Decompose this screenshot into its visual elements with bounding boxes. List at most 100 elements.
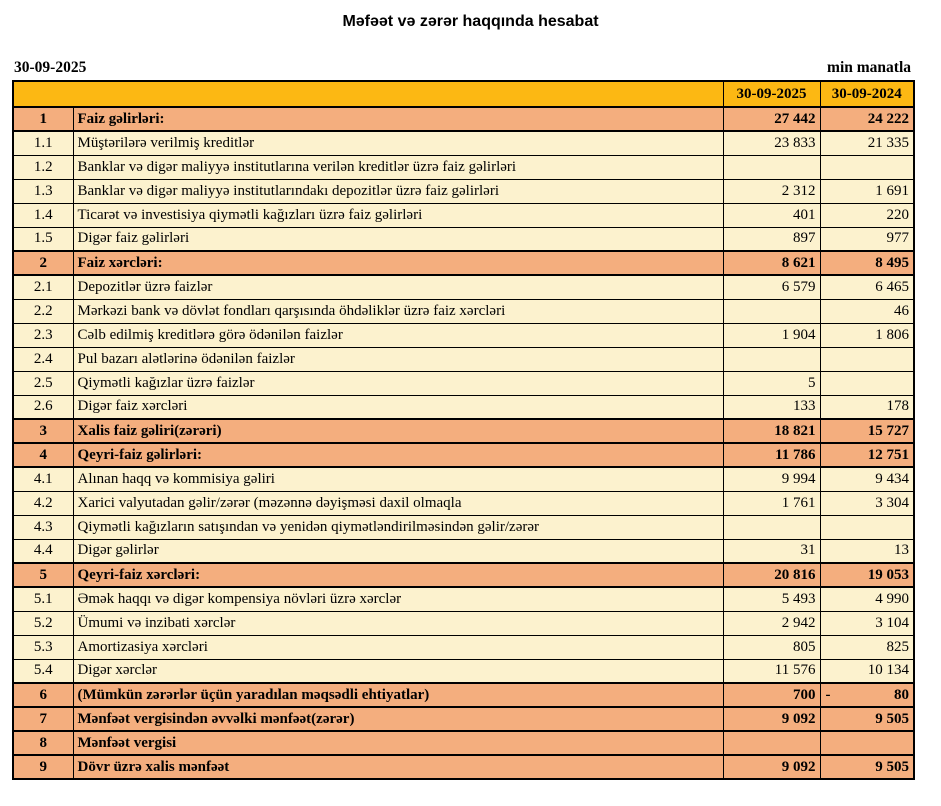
- value-2024-cell: 9 505: [819, 706, 915, 732]
- value-2025-cell: 1 761: [722, 490, 821, 516]
- row-label-cell: Xalis faiz gəliri(zərəri): [72, 418, 724, 444]
- row-number-cell: 2.6: [12, 394, 74, 420]
- value-2024-cell: 977: [819, 226, 915, 252]
- row-label-cell: Digər xərclər: [72, 658, 724, 684]
- table-row: 5.2 Ümumi və inzibati xərclər 2 942 3 104: [12, 610, 915, 636]
- row-number-cell: 4: [12, 442, 74, 468]
- value-2025-cell: 18 821: [722, 418, 821, 444]
- row-number-cell: 3: [12, 418, 74, 444]
- table-row: 4.1 Alınan haqq və kommisiya gəliri 9 994 9…: [12, 466, 915, 492]
- row-label-cell: Faiz gəlirləri:: [72, 106, 724, 132]
- table-row: 2.5 Qiymətli kağızlar üzrə faizlər 5: [12, 370, 915, 396]
- row-number-cell: 1.3: [12, 178, 74, 204]
- value-2024-cell: - 80: [819, 682, 915, 708]
- row-label-cell: Digər faiz xərcləri: [72, 394, 724, 420]
- table-row: 4.3 Qiymətli kağızların satışından və yen…: [12, 514, 915, 540]
- table-row: 5 Qeyri-faiz xərcləri: 20 816 19 053: [12, 562, 915, 588]
- row-number-cell: 5.2: [12, 610, 74, 636]
- row-label-cell: Dövr üzrə xalis mənfəət: [72, 754, 724, 780]
- table-header: 30-09-2025 30-09-2024: [12, 80, 915, 108]
- row-number-cell: 5.3: [12, 634, 74, 660]
- value-2025-cell: 31: [722, 538, 821, 564]
- value-2025-cell: 2 942: [722, 610, 821, 636]
- value-2024-cell: 21 335: [819, 130, 915, 156]
- value-2024-cell: [819, 514, 915, 540]
- column-header-2025: 30-09-2025: [722, 80, 821, 108]
- row-label-cell: Mənfəət vergisindən əvvəlki mənfəət(zərə…: [72, 706, 724, 732]
- row-number-cell: 5.1: [12, 586, 74, 612]
- table-row: 1.1 Müştərilərə verilmiş kreditlər 23 833 2…: [12, 130, 915, 156]
- row-number-cell: 2.5: [12, 370, 74, 396]
- value-2024-cell: 1 691: [819, 178, 915, 204]
- value-2025-cell: 27 442: [722, 106, 821, 132]
- value-2025-cell: 6 579: [722, 274, 821, 300]
- row-number-cell: 2.2: [12, 298, 74, 324]
- negative-value: - 80: [825, 687, 910, 703]
- header-row: 30-09-2025 30-09-2024: [12, 80, 915, 108]
- row-number-cell: 1.1: [12, 130, 74, 156]
- row-number-cell: 4.4: [12, 538, 74, 564]
- value-2024-cell: 6 465: [819, 274, 915, 300]
- row-number-cell: 5: [12, 562, 74, 588]
- value-2024-cell: [819, 370, 915, 396]
- value-2024-cell: 9 505: [819, 754, 915, 780]
- row-number-cell: 1: [12, 106, 74, 132]
- value-2025-cell: 9 092: [722, 754, 821, 780]
- value-2024-cell: [819, 730, 915, 756]
- value-2025-cell: 5 493: [722, 586, 821, 612]
- value-2024-cell: [819, 154, 915, 180]
- row-number-cell: 7: [12, 706, 74, 732]
- value-2024-cell: 4 990: [819, 586, 915, 612]
- table-row: 7 Mənfəət vergisindən əvvəlki mənfəət(zər…: [12, 706, 915, 732]
- value-2024-cell: 19 053: [819, 562, 915, 588]
- row-label-cell: Qeyri-faiz gəlirləri:: [72, 442, 724, 468]
- row-number-cell: 5.4: [12, 658, 74, 684]
- row-number-cell: 1.4: [12, 202, 74, 228]
- row-label-cell: Əmək haqqı və digər kompensiya növləri ü…: [72, 586, 724, 612]
- table-row: 6 (Mümkün zərərlər üçün yaradılan məqsədl…: [12, 682, 915, 708]
- row-number-cell: 8: [12, 730, 74, 756]
- column-header-2024: 30-09-2024: [819, 80, 915, 108]
- row-label-cell: Alınan haqq və kommisiya gəliri: [72, 466, 724, 492]
- report-date: 30-09-2025: [14, 59, 87, 76]
- value-2025-cell: [722, 346, 821, 372]
- value-2024-cell: [819, 346, 915, 372]
- row-number-cell: 6: [12, 682, 74, 708]
- value-2024-cell: 10 134: [819, 658, 915, 684]
- value-2025-cell: [722, 514, 821, 540]
- value-2025-cell: 11 576: [722, 658, 821, 684]
- table-row: 4 Qeyri-faiz gəlirləri: 11 786 12 751: [12, 442, 915, 468]
- row-number-cell: 4.1: [12, 466, 74, 492]
- value-2025-cell: 8 621: [722, 250, 821, 276]
- value-2025-cell: 805: [722, 634, 821, 660]
- table-row: 1.2 Banklar və digər maliyyə institutları…: [12, 154, 915, 180]
- row-label-cell: Qeyri-faiz xərcləri:: [72, 562, 724, 588]
- value-2025-cell: 9 994: [722, 466, 821, 492]
- value-2025-cell: [722, 730, 821, 756]
- row-label-cell: Banklar və digər maliyyə institutlarında…: [72, 178, 724, 204]
- value-2025-cell: 897: [722, 226, 821, 252]
- table-row: 3 Xalis faiz gəliri(zərəri) 18 821 15 727: [12, 418, 915, 444]
- value-2024-cell: 15 727: [819, 418, 915, 444]
- row-label-cell: Qiymətli kağızlar üzrə faizlər: [72, 370, 724, 396]
- row-label-cell: Ticarət və investisiya qiymətli kağızlar…: [72, 202, 724, 228]
- row-label-cell: Mənfəət vergisi: [72, 730, 724, 756]
- table-row: 5.1 Əmək haqqı və digər kompensiya növlər…: [12, 586, 915, 612]
- table-row: 4.4 Digər gəlirlər 31 13: [12, 538, 915, 564]
- row-label-cell: (Mümkün zərərlər üçün yaradılan məqsədli…: [72, 682, 724, 708]
- unit-label: min manatla: [827, 59, 911, 76]
- row-label-cell: Amortizasiya xərcləri: [72, 634, 724, 660]
- row-number-cell: 4.2: [12, 490, 74, 516]
- value-2025-cell: 401: [722, 202, 821, 228]
- row-label-cell: Pul bazarı alətlərinə ödənilən faizlər: [72, 346, 724, 372]
- row-number-cell: 2.4: [12, 346, 74, 372]
- table-row: 2.2 Mərkəzi bank və dövlət fondları qarşı…: [12, 298, 915, 324]
- value-2024-cell: 178: [819, 394, 915, 420]
- row-label-cell: Müştərilərə verilmiş kreditlər: [72, 130, 724, 156]
- value-2024-cell: 24 222: [819, 106, 915, 132]
- row-label-cell: Qiymətli kağızların satışından və yenidə…: [72, 514, 724, 540]
- row-label-cell: Faiz xərcləri:: [72, 250, 724, 276]
- value-2024-cell: 12 751: [819, 442, 915, 468]
- row-label-cell: Ümumi və inzibati xərclər: [72, 610, 724, 636]
- table-row: 1.4 Ticarət və investisiya qiymətli kağız…: [12, 202, 915, 228]
